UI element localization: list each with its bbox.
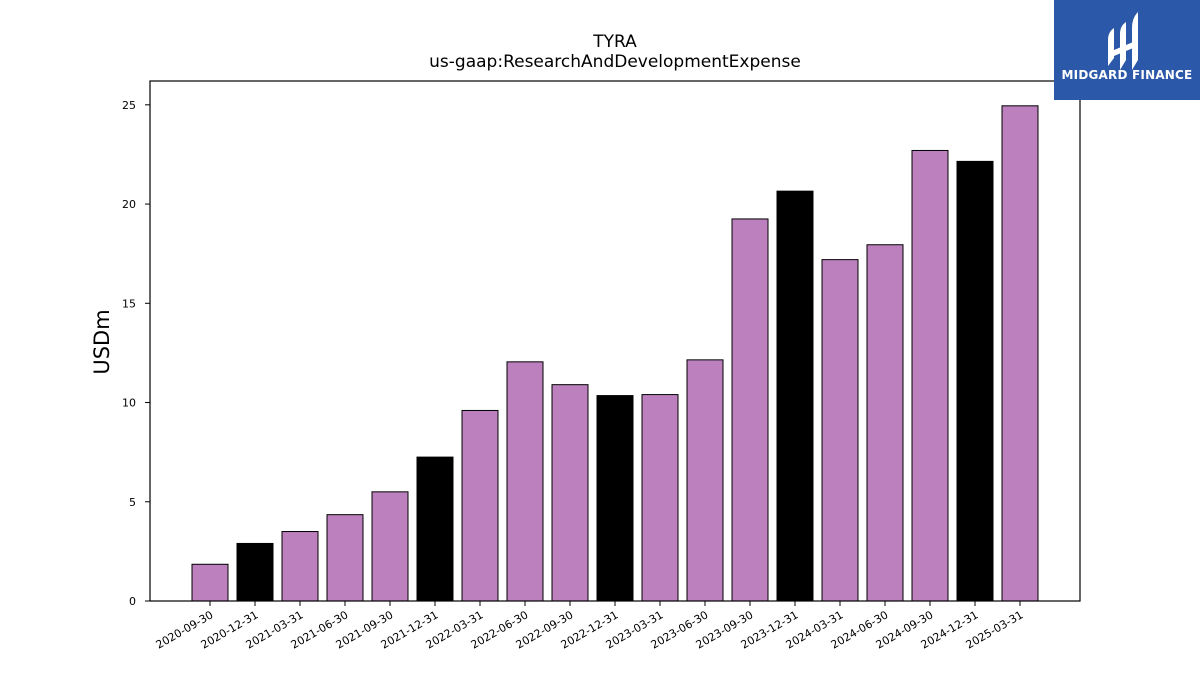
bar [641,394,679,602]
bar [596,395,634,602]
brand-logo: MIDGARD FINANCE [1054,0,1200,100]
bar [191,563,229,602]
bar [236,542,274,602]
bar [326,514,364,602]
y-tick-label: 0 [129,595,136,608]
bar [911,149,949,602]
bar [461,409,499,602]
y-tick-label: 10 [122,397,136,410]
bar [506,361,544,602]
bar [1001,105,1039,602]
bar [776,190,814,602]
bar [551,384,589,602]
bar [866,244,904,602]
chart-subtitle: us-gaap:ResearchAndDevelopmentExpense [429,52,801,72]
bar [731,218,769,602]
bar [956,160,994,602]
logo-text: MIDGARD FINANCE [1061,68,1193,82]
bar [281,531,319,602]
midgard-logo-icon [1108,12,1138,70]
y-tick-label: 5 [129,496,136,509]
chart-title: TYRA [593,32,637,52]
y-tick-label: 25 [122,99,136,112]
y-tick-label: 15 [122,297,136,310]
bar [686,359,724,602]
y-tick-label: 20 [122,198,136,211]
bar [371,491,409,602]
bar [821,259,859,602]
bar [416,456,454,602]
